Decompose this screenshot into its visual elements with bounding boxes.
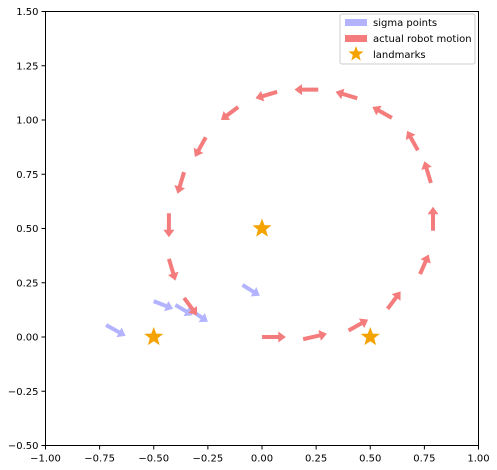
actual-robot-motion-arrow: [167, 258, 179, 281]
sigma-points-arrow: [174, 303, 193, 317]
actual-robot-motion-arrow: [347, 318, 369, 333]
y-tick-label: −0.50: [8, 441, 39, 452]
x-tick-label: −1.00: [30, 454, 61, 465]
y-tick-label: 0.00: [16, 333, 38, 344]
x-tick-label: −0.50: [138, 454, 169, 465]
landmark-star-icon: [360, 327, 380, 346]
sigma-points-arrow: [105, 323, 126, 338]
actual-robot-motion-arrow: [427, 206, 439, 231]
y-tick-label: −0.25: [8, 387, 39, 398]
actual-robot-motion-arrow: [372, 105, 393, 120]
actual-robot-motion-arrow: [421, 161, 433, 184]
x-tick-label: −0.25: [193, 454, 224, 465]
x-tick-label: 0.25: [305, 454, 327, 465]
legend-swatch-actual-robot-motion: [345, 35, 367, 42]
legend-label-landmarks: landmarks: [373, 50, 426, 61]
legend-box: [339, 13, 476, 65]
actual-robot-motion-arrow: [193, 136, 208, 157]
actual-robot-motion-arrow: [294, 84, 319, 96]
x-axis-ticks: −1.00 −0.75 −0.50 −0.25 0.00 0.25 0.50 0.75 1.00: [30, 445, 490, 465]
x-tick-label: 0.50: [359, 454, 381, 465]
x-tick-label: 0.00: [251, 454, 273, 465]
actual-robot-motion-arrow: [262, 331, 286, 343]
actual-robot-motion-arrow: [335, 88, 358, 101]
data-layer: [105, 84, 439, 346]
legend-label-actual-robot-motion: actual robot motion: [373, 34, 472, 45]
legend: sigma points actual robot motion landmar…: [339, 13, 476, 65]
x-tick-label: 0.75: [413, 454, 435, 465]
sigma-points-arrow: [241, 283, 260, 297]
x-tick-label: −0.75: [84, 454, 115, 465]
actual-robot-motion-arrow: [405, 130, 420, 152]
actual-robot-motion-arrow: [220, 105, 240, 120]
landmark-star-icon: [144, 327, 164, 346]
actual-robot-motion-arrow: [418, 254, 431, 275]
y-tick-label: 0.25: [16, 278, 38, 289]
y-tick-label: 0.50: [16, 224, 38, 235]
sigma-points-arrow: [153, 299, 174, 312]
y-tick-label: 1.25: [16, 61, 38, 72]
legend-label-sigma-points: sigma points: [373, 18, 437, 29]
actual-robot-motion-arrow: [182, 296, 197, 316]
actual-robot-motion-arrow: [163, 213, 175, 238]
y-tick-label: 1.50: [16, 7, 38, 18]
y-axis-ticks: −0.50 −0.25 0.00 0.25 0.50 0.75 1.00 1.25 1.50: [8, 7, 46, 452]
actual-robot-motion-arrow: [386, 291, 401, 310]
y-tick-label: 1.00: [16, 116, 38, 127]
legend-swatch-sigma-points: [345, 19, 367, 26]
actual-robot-motion-arrow: [174, 171, 186, 194]
x-tick-label: 1.00: [467, 454, 489, 465]
legend-star-icon: [348, 46, 364, 61]
y-tick-label: 0.75: [16, 170, 38, 181]
actual-robot-motion-arrow: [255, 89, 278, 102]
actual-robot-motion-arrow: [302, 330, 327, 342]
landmark-star-icon: [252, 218, 272, 237]
